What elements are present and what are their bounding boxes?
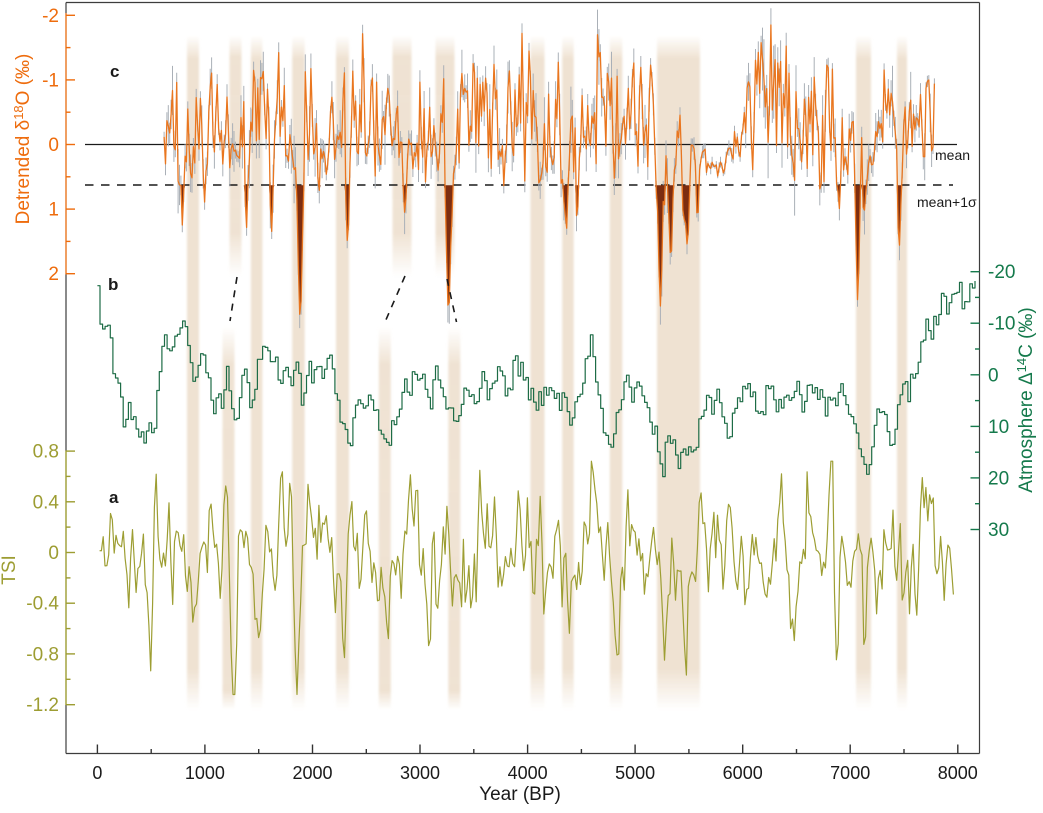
svg-text:mean+1σ: mean+1σ [917, 194, 977, 210]
svg-text:5000: 5000 [615, 763, 655, 783]
svg-text:2000: 2000 [292, 763, 332, 783]
svg-text:-10: -10 [988, 314, 1015, 335]
svg-text:Year (BP): Year (BP) [479, 784, 561, 805]
svg-text:-20: -20 [988, 262, 1015, 283]
svg-text:0: 0 [92, 763, 102, 783]
svg-text:6000: 6000 [723, 763, 763, 783]
svg-text:20: 20 [988, 468, 1009, 489]
svg-text:7000: 7000 [830, 763, 870, 783]
svg-text:Detrended δ18O (‰): Detrended δ18O (‰) [11, 54, 34, 225]
svg-text:-0.4: -0.4 [26, 594, 59, 615]
svg-text:mean: mean [935, 147, 970, 163]
svg-text:0: 0 [988, 365, 999, 386]
svg-text:8000: 8000 [938, 763, 978, 783]
svg-text:a: a [109, 488, 119, 507]
svg-text:2: 2 [48, 264, 59, 285]
svg-text:-0.8: -0.8 [26, 644, 59, 665]
svg-text:1: 1 [48, 200, 59, 221]
svg-text:Atmosphere Δ14C (‰): Atmosphere Δ14C (‰) [1014, 307, 1037, 493]
svg-text:c: c [110, 62, 119, 81]
svg-text:0.8: 0.8 [33, 442, 59, 463]
svg-text:4000: 4000 [508, 763, 548, 783]
svg-text:0: 0 [48, 135, 59, 156]
svg-text:-1.2: -1.2 [26, 695, 59, 716]
svg-text:TSI: TSI [0, 555, 20, 585]
svg-text:1000: 1000 [185, 763, 225, 783]
svg-text:10: 10 [988, 417, 1009, 438]
svg-text:0.4: 0.4 [33, 492, 60, 513]
svg-text:30: 30 [988, 520, 1009, 541]
svg-text:-2: -2 [42, 6, 59, 27]
svg-text:-1: -1 [42, 70, 59, 91]
svg-text:b: b [108, 275, 118, 294]
svg-text:3000: 3000 [400, 763, 440, 783]
svg-text:0: 0 [48, 543, 59, 564]
